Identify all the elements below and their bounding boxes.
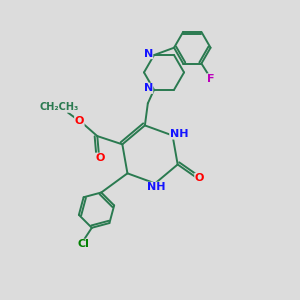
Text: CH₂CH₃: CH₂CH₃ <box>40 102 79 112</box>
Text: NH: NH <box>147 182 166 192</box>
Text: O: O <box>96 153 105 163</box>
Text: O: O <box>75 116 84 126</box>
Text: O: O <box>195 173 204 183</box>
Text: F: F <box>207 74 214 84</box>
Text: N: N <box>143 49 153 58</box>
Text: NH: NH <box>170 129 188 139</box>
Text: N: N <box>143 83 153 93</box>
Text: Cl: Cl <box>77 239 89 249</box>
